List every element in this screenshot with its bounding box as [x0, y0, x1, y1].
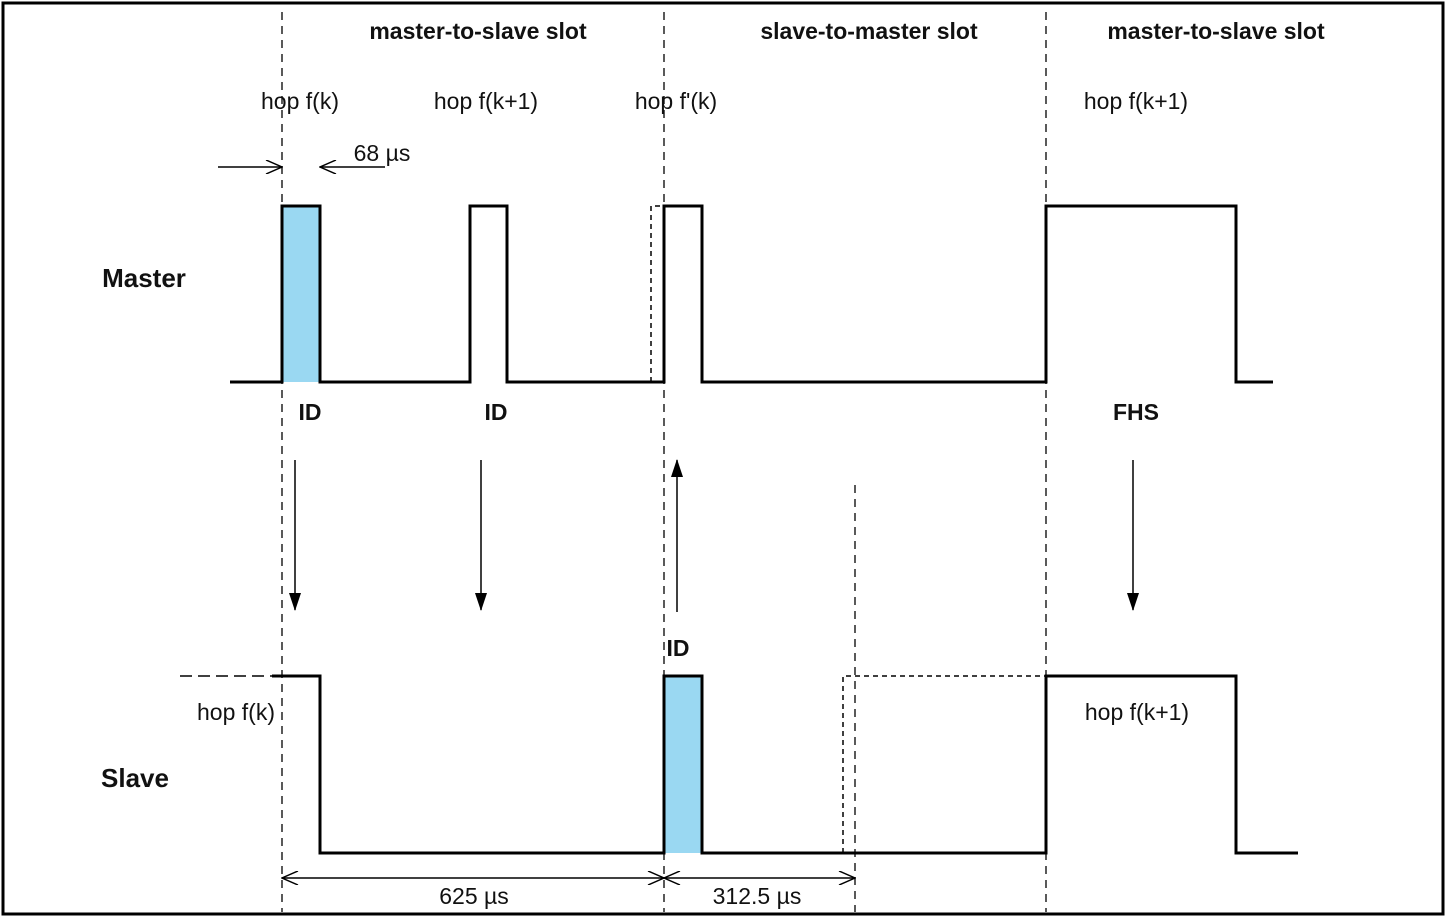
- master-packet-label-2: ID: [485, 399, 508, 425]
- slave-id-pulse-fill: [664, 676, 702, 853]
- master-hop-label-2: hop f(k+1): [434, 88, 538, 114]
- half-slot-dimension-label: 312.5 µs: [713, 883, 802, 909]
- slave-row-label: Slave: [101, 763, 169, 793]
- slave-hop-label-1: hop f(k): [197, 699, 275, 725]
- slave-window-outline: [842, 675, 1046, 853]
- slot-header-3: master-to-slave slot: [1107, 18, 1325, 44]
- slave-packet-label: ID: [667, 635, 690, 661]
- master-hop-label-3: hop f'(k): [635, 88, 717, 114]
- master-id-pulse-fill: [282, 206, 320, 382]
- offset-dimension-label: 68 µs: [354, 140, 411, 166]
- slave-hop-label-2: hop f(k+1): [1085, 699, 1189, 725]
- master-packet-label-1: ID: [299, 399, 322, 425]
- master-signal: [230, 204, 1273, 384]
- slot-header-1: master-to-slave slot: [369, 18, 587, 44]
- master-row-label: Master: [102, 263, 186, 293]
- master-packet-label-3: FHS: [1113, 399, 1159, 425]
- slot-header-2: slave-to-master slot: [760, 18, 978, 44]
- master-hop-label-1: hop f(k): [261, 88, 339, 114]
- slot-dimension-label: 625 µs: [439, 883, 509, 909]
- slave-signal: [272, 674, 1298, 855]
- master-hop-label-4: hop f(k+1): [1084, 88, 1188, 114]
- master-early-pulse-outline: [650, 205, 664, 382]
